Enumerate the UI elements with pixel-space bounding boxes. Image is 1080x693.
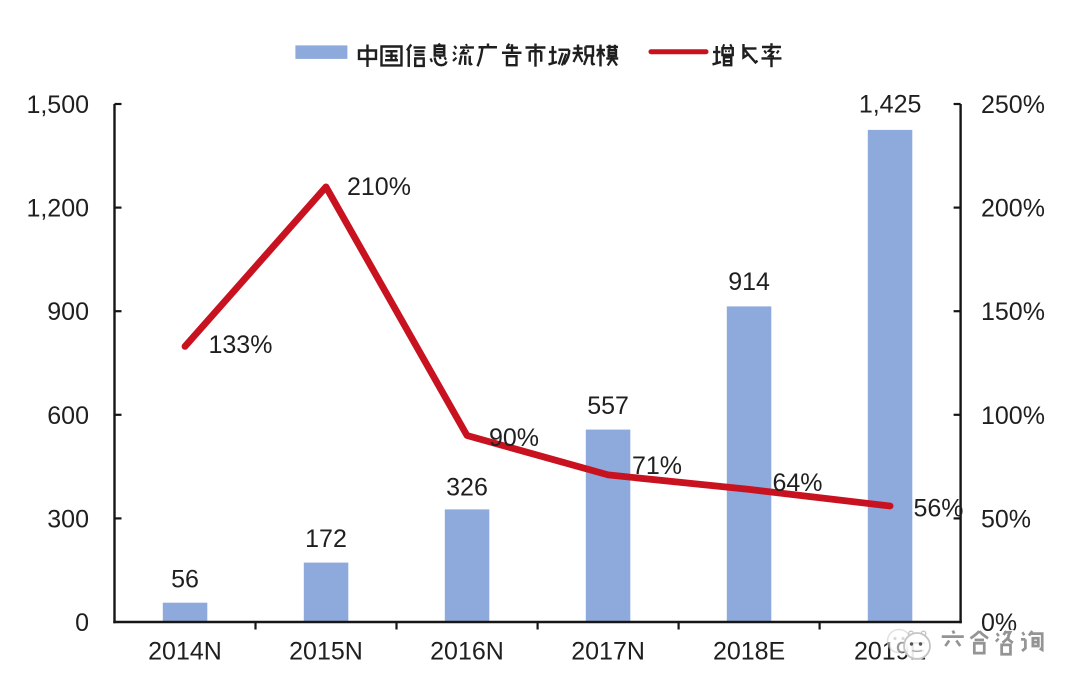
svg-text:2017N: 2017N: [571, 638, 645, 666]
svg-text:56: 56: [171, 565, 199, 593]
svg-text:64%: 64%: [773, 469, 823, 497]
svg-text:1,425: 1,425: [859, 91, 922, 119]
svg-text:326: 326: [446, 474, 488, 502]
svg-text:914: 914: [728, 268, 770, 296]
svg-text:50%: 50%: [981, 505, 1031, 533]
svg-text:557: 557: [587, 392, 629, 420]
svg-text:2015N: 2015N: [289, 638, 363, 666]
svg-text:90%: 90%: [489, 424, 539, 452]
svg-text:2018E: 2018E: [713, 638, 785, 666]
svg-text:56%: 56%: [914, 495, 964, 523]
svg-text:600: 600: [47, 402, 89, 430]
svg-text:2014N: 2014N: [148, 638, 222, 666]
svg-text:71%: 71%: [632, 452, 682, 480]
svg-text:0: 0: [75, 609, 89, 637]
svg-text:250%: 250%: [981, 91, 1045, 119]
svg-text:900: 900: [47, 298, 89, 326]
svg-text:210%: 210%: [347, 173, 411, 201]
svg-text:1,500: 1,500: [26, 91, 89, 119]
svg-text:200%: 200%: [981, 195, 1045, 223]
svg-text:150%: 150%: [981, 298, 1045, 326]
svg-text:2016N: 2016N: [430, 638, 504, 666]
svg-text:1,200: 1,200: [26, 195, 89, 223]
svg-text:100%: 100%: [981, 402, 1045, 430]
svg-text:300: 300: [47, 505, 89, 533]
svg-text:133%: 133%: [209, 331, 273, 359]
svg-text:172: 172: [305, 525, 347, 553]
